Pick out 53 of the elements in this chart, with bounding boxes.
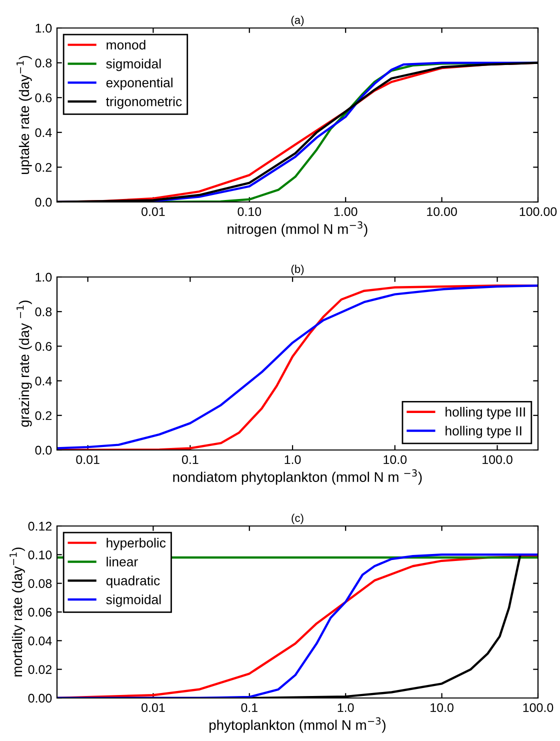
x-tick-label: 100.0 [482, 455, 512, 464]
x-tick-label: 0.01 [142, 703, 165, 712]
x-tick-label: 10.0 [384, 455, 407, 464]
x-axis-title: phytoplankton (mmol N m$^{−3}$) [210, 717, 386, 733]
x-tick-label: 0.1 [182, 455, 198, 464]
y-tick-label: 0.4 [35, 376, 52, 386]
y-tick-label: 0.10 [28, 550, 52, 560]
x-axis-title: nondiatom phytoplankton (mmol N m $^{−3}$) [173, 469, 422, 485]
y-tick-label: 0.8 [35, 307, 52, 316]
chart-title: (c) [292, 514, 304, 524]
y-tick-label: 0.6 [35, 93, 52, 102]
legend-label: exponential [106, 78, 172, 90]
y-tick-label: 1.0 [36, 272, 52, 282]
y-tick-label: 0.4 [35, 128, 52, 138]
legend-label: holling type III [446, 406, 525, 420]
x-tick-label: 0.10 [238, 207, 262, 216]
x-tick-label: 0.1 [241, 703, 258, 712]
legend-label: hyperbolic [106, 538, 166, 550]
y-tick-label: 0.2 [35, 411, 52, 420]
y-tick-label: 0.06 [28, 608, 52, 617]
y-axis-title: uptake rate (day$^{−1}$) [16, 56, 32, 174]
x-tick-label: 1.00 [334, 207, 358, 216]
legend-label: holling type II [446, 426, 522, 438]
y-tick-label: 0.2 [35, 163, 52, 172]
legend-label: linear [106, 556, 138, 566]
x-tick-label: 100.00 [520, 207, 557, 216]
y-tick-label: 1.0 [36, 24, 52, 33]
chart-title: (b) [291, 264, 304, 276]
x-tick-label: 10.0 [430, 703, 454, 712]
y-tick-label: 0.8 [35, 58, 52, 68]
y-axis-title: mortality rate (day$^{−1}$) [10, 548, 25, 676]
legend-label: monod [106, 40, 146, 50]
x-axis-title: nitrogen (mmol N m$^{−3}$) [228, 221, 368, 237]
x-tick-label: 0.01 [142, 207, 165, 216]
y-tick-label: 0.08 [28, 579, 52, 588]
x-tick-label: 10.00 [427, 207, 457, 216]
x-tick-label: 1.0 [284, 455, 301, 464]
legend-label: sigmoidal [106, 58, 161, 72]
y-tick-label: 0.00 [28, 694, 52, 703]
y-tick-label: 0.0 [35, 446, 52, 455]
x-tick-label: 0.01 [76, 455, 100, 464]
y-tick-label: 0.02 [28, 665, 52, 674]
y-tick-label: 0.6 [35, 342, 52, 351]
y-tick-label: 0.0 [35, 198, 52, 207]
y-axis-title: grazing rate (day $^{−1}$) [16, 300, 32, 427]
x-tick-label: 100.0 [523, 703, 554, 712]
legend-label: quadratic [106, 576, 160, 588]
x-tick-label: 1.0 [338, 703, 354, 712]
y-tick-label: 0.04 [28, 636, 52, 646]
legend-label: trigonometric [106, 96, 182, 109]
legend-label: sigmoidal [106, 594, 161, 607]
chart-title: (a) [291, 16, 304, 26]
y-tick-label: 0.12 [28, 522, 52, 531]
